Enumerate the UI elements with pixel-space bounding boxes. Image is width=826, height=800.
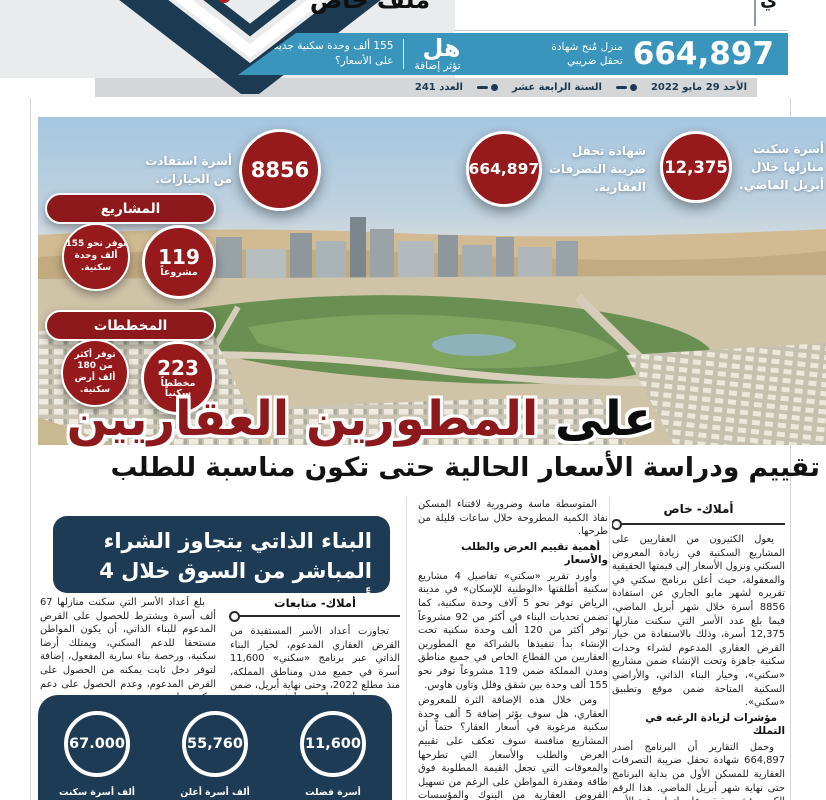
question-word: هل (422, 34, 461, 62)
byline: أملاك- خاص (663, 502, 734, 516)
bullet-dash-icon (615, 84, 637, 91)
byline-divider (229, 611, 400, 622)
plans-number-circle: 223 مخططاً سكنياً (141, 341, 215, 415)
paragraph: بلغ أعداد الأسر التي سكنت منازلها 67 ألف… (40, 597, 216, 695)
section-subhead: مؤشرات لزيادة الرغبه في التملك (645, 711, 785, 738)
plans-number: 223 (157, 355, 199, 380)
corner-text-fragment: ي (760, 0, 778, 11)
headline-prefix: على (555, 391, 656, 447)
masthead-top-strip: ملف خاص ي (0, 0, 826, 31)
lead-stat-banner: 664,897 منزل مُنح شهادة تحقل ضريبي هل تؤ… (238, 33, 788, 75)
question-subtext: تؤثر إضافة (414, 60, 461, 72)
projects-number-circle: 119 مشروعاً (142, 225, 216, 299)
stat-group-homes: أسرة سكنت منازلها خلال أبريل الماضي. 12,… (660, 131, 824, 203)
section-subhead: أهمية تقييم العرض والطلب والأسعار (461, 540, 608, 567)
special-section-label: ملف خاص (309, 0, 431, 14)
paragraph: تجاوزت أعداد الأسر المستفيدة من القرض ال… (230, 626, 400, 695)
aerial-city-photo: أسرة سكنت منازلها خلال أبريل الماضي. 12,… (38, 117, 826, 445)
stat-circle: 664,897 (465, 131, 542, 207)
stat-group-certificates: شهادة تحقل ضريبة التصرفات العقارية. 664,… (465, 131, 646, 207)
middle-article-column: المتوسطة ماسة وضرورية لاقتناء المسكن نفا… (418, 498, 608, 800)
lead-stat-number: 664,897 (632, 36, 774, 72)
plans-unit: مخططاً سكنياً (160, 377, 196, 399)
footer-stat-circle: 11,600 (300, 711, 366, 777)
banner-divider (403, 39, 405, 69)
footer-stat-caption: ألف أسرة سكنت منازلها خلال أبريل (58, 787, 135, 798)
stat-circle: 12,375 (660, 131, 733, 203)
masthead-divider-line (455, 30, 788, 31)
footer-stat-circle: 67.000 (64, 711, 130, 777)
projects-pill-label: المشاريع (45, 193, 216, 224)
footer-stat-caption: ألف أسرة أعلن «سكني» استفادتهم من الحلول (180, 787, 250, 798)
secondary-headline-box: البناء الذاتي يتجاوز الشراء المباشر من ا… (53, 516, 390, 613)
stat-circle: 8856 (239, 129, 321, 211)
footer-stat: 11,600 أسرة فضلت خيار البناء الذاتي (281, 711, 385, 800)
headline-main: المطورين العقاريين (66, 391, 539, 447)
publication-year: السنة الرابعة عشر (511, 82, 602, 93)
column-rule (609, 497, 610, 800)
newspaper-logo-icon (119, 0, 381, 94)
footer-stat-caption: أسرة فضلت خيار البناء الذاتي (305, 787, 361, 798)
paragraph: وحمل التقارير أن البرنامج أصدر 664,897 ش… (612, 741, 785, 800)
main-headline: على المطورين العقاريين (67, 394, 656, 444)
byline: أملاك- متابعات (274, 596, 356, 610)
page-left-rule (30, 98, 31, 800)
question-detail: 155 ألف وحدة سكنية جديدة على الأسعار؟ (268, 39, 394, 67)
issue-date: الأحد 29 مايو 2022 (650, 82, 747, 93)
question-block: هل تؤثر إضافة (414, 36, 460, 72)
stats-footer-box: 11,600 أسرة فضلت خيار البناء الذاتي 55,7… (38, 695, 392, 800)
paragraph: وأورد تقرير «سكني» تفاصيل 4 مشاريع سكنية… (418, 570, 608, 691)
main-article-column: أملاك- خاص يعول الكثيرون من العقاريين عل… (612, 500, 785, 800)
paragraph: يعول الكثيرون من العقاريين على المشاريع … (612, 534, 785, 709)
projects-number: 119 (158, 244, 200, 269)
column-rule (406, 497, 407, 800)
footer-stat-circle: 55,760 (182, 711, 248, 777)
stat-caption: شهادة تحقل ضريبة التصرفات العقارية. (548, 144, 646, 194)
plans-pill-label: المخططات (45, 310, 216, 341)
paragraph: المتوسطة ماسة وضرورية لاقتناء المسكن نفا… (418, 499, 608, 538)
page-right-rule (790, 98, 791, 800)
sub-headline: تقييم ودراسة الأسعار الحالية حتى تكون من… (110, 452, 820, 483)
stat-caption: أسرة سكنت منازلها خلال أبريل الماضي. (739, 142, 824, 192)
issue-number: العدد 241 (414, 82, 463, 93)
secondary-article-section: البناء الذاتي يتجاوز الشراء المباشر من ا… (38, 500, 400, 800)
secondary-article-columns: أملاك- متابعات تجاوزت أعداد الأسر المستف… (38, 596, 400, 695)
stat-group-families: 8856 أسرة استفادت من الخيارات. (145, 129, 321, 211)
plans-detail-circle: توفر أكثر من 180 ألف أرض سكنية. (61, 339, 129, 407)
lead-stat-label: منزل مُنح شهادة تحقل ضريبي (551, 40, 623, 67)
corner-divider-line (754, 0, 756, 26)
secondary-column-left: بلغ أعداد الأسر التي سكنت منازلها 67 ألف… (40, 596, 216, 695)
byline-divider (612, 519, 785, 530)
footer-stat: 55,760 ألف أسرة أعلن «سكني» استفادتهم من… (163, 711, 267, 800)
footer-stat: 67.000 ألف أسرة سكنت منازلها خلال أبريل (45, 711, 149, 800)
projects-detail-circle: توفر نحو 155 ألف وحدة سكنية. (62, 223, 130, 291)
projects-unit: مشروعاً (160, 266, 198, 278)
bullet-dash-icon (476, 84, 498, 91)
secondary-column-right: أملاك- متابعات تجاوزت أعداد الأسر المستف… (229, 596, 400, 695)
stat-caption: أسرة استفادت من الخيارات. (145, 154, 232, 186)
paragraph: ومن خلال هذه الإضافة الثرة للمعروض العقا… (418, 695, 608, 800)
